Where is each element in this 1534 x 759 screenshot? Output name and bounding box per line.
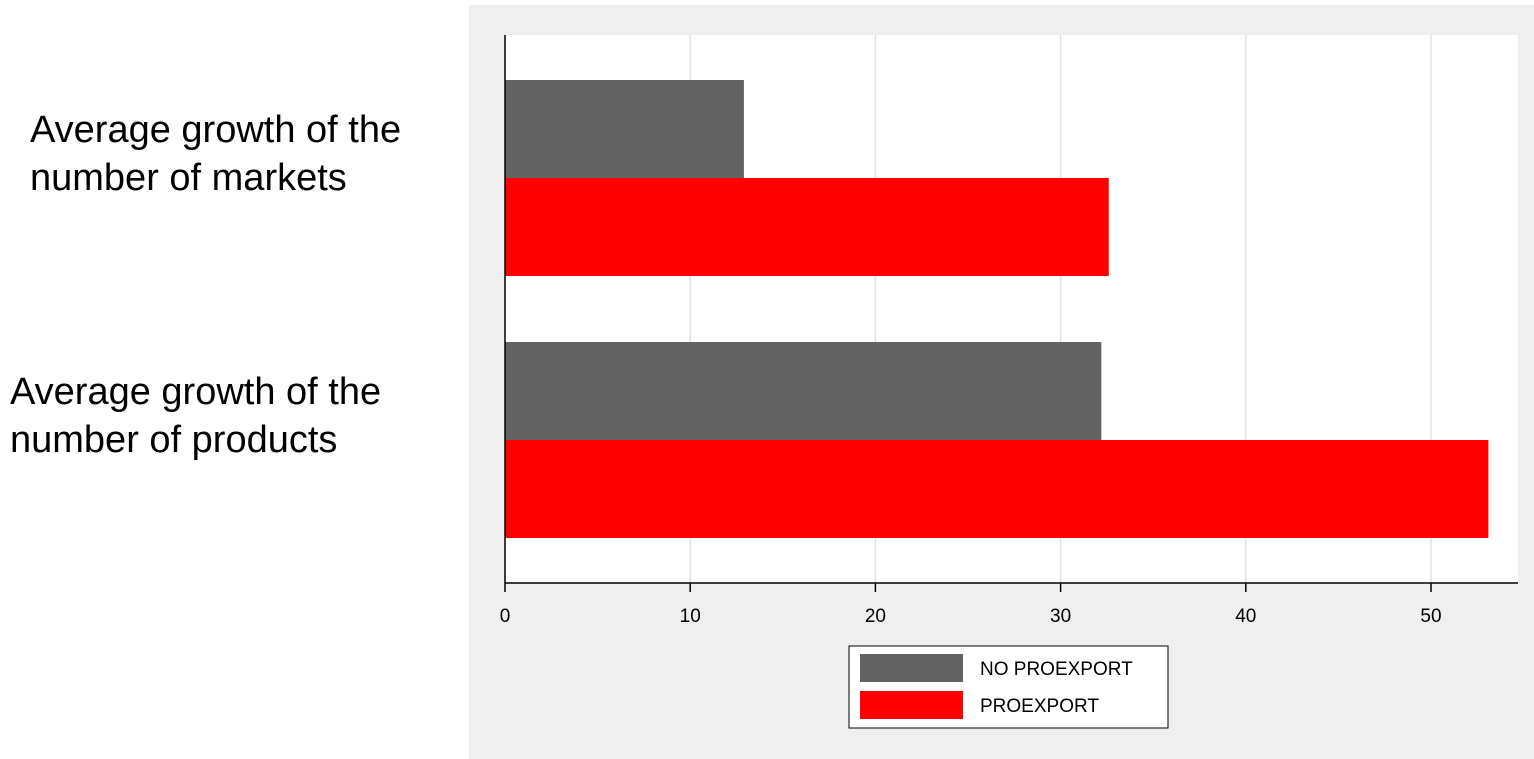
bar-proexport-1 xyxy=(505,440,1489,538)
bars xyxy=(505,80,1489,538)
legend-label: PROEXPORT xyxy=(980,696,1099,717)
x-axis-ticks: 0 10 20 30 40 50 xyxy=(500,583,1442,627)
x-tick-label: 10 xyxy=(680,606,701,627)
bar-no-proexport-0 xyxy=(505,80,744,178)
legend: NO PROEXPORT PROEXPORT xyxy=(848,645,1169,729)
x-tick-label: 0 xyxy=(500,606,511,627)
x-tick-label: 40 xyxy=(1235,606,1256,627)
bar-no-proexport-1 xyxy=(505,342,1102,440)
category-label-line: number of products xyxy=(10,419,337,461)
category-label-line: number of markets xyxy=(30,157,347,199)
category-label-line: Average growth of the xyxy=(30,109,401,151)
category-label: Average growth of the number of markets xyxy=(30,109,401,199)
legend-swatch xyxy=(860,654,963,682)
category-label-line: Average growth of the xyxy=(10,371,381,413)
x-tick-label: 50 xyxy=(1420,606,1441,627)
category-label: Average growth of the number of products xyxy=(10,371,381,461)
x-tick-label: 30 xyxy=(1050,606,1071,627)
legend-label: NO PROEXPORT xyxy=(980,659,1133,680)
legend-swatch xyxy=(860,691,963,719)
category-labels: Average growth of the number of marketsAv… xyxy=(10,109,401,461)
bar-proexport-0 xyxy=(505,178,1109,276)
x-tick-label: 20 xyxy=(865,606,886,627)
